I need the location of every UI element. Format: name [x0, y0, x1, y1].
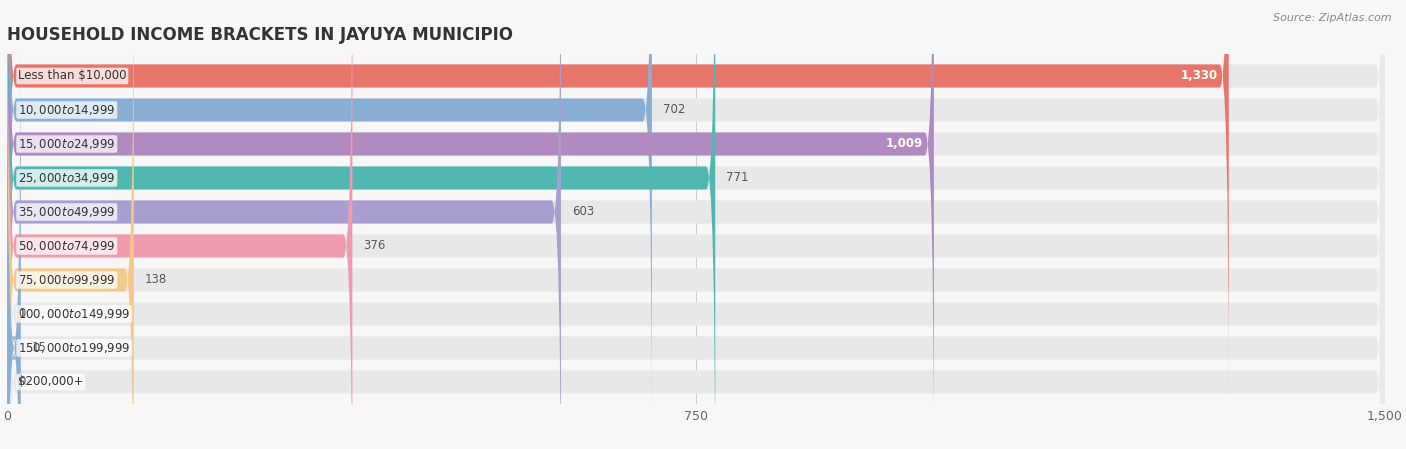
Text: 0: 0 — [18, 308, 25, 321]
FancyBboxPatch shape — [7, 0, 1385, 449]
FancyBboxPatch shape — [7, 0, 1385, 405]
Text: $200,000+: $200,000+ — [18, 375, 83, 388]
FancyBboxPatch shape — [7, 0, 1385, 449]
Text: 0: 0 — [18, 375, 25, 388]
Text: HOUSEHOLD INCOME BRACKETS IN JAYUYA MUNICIPIO: HOUSEHOLD INCOME BRACKETS IN JAYUYA MUNI… — [7, 26, 513, 44]
Text: $50,000 to $74,999: $50,000 to $74,999 — [18, 239, 115, 253]
FancyBboxPatch shape — [7, 0, 1385, 449]
Text: $15,000 to $24,999: $15,000 to $24,999 — [18, 137, 115, 151]
FancyBboxPatch shape — [7, 0, 561, 449]
FancyBboxPatch shape — [7, 0, 716, 449]
Text: 603: 603 — [572, 206, 595, 219]
Text: $10,000 to $14,999: $10,000 to $14,999 — [18, 103, 115, 117]
Text: $100,000 to $149,999: $100,000 to $149,999 — [18, 307, 131, 321]
FancyBboxPatch shape — [7, 0, 934, 449]
Text: 1,330: 1,330 — [1181, 70, 1218, 83]
FancyBboxPatch shape — [7, 0, 652, 438]
FancyBboxPatch shape — [7, 0, 353, 449]
Text: $35,000 to $49,999: $35,000 to $49,999 — [18, 205, 115, 219]
FancyBboxPatch shape — [7, 0, 1385, 449]
Text: $25,000 to $34,999: $25,000 to $34,999 — [18, 171, 115, 185]
FancyBboxPatch shape — [7, 0, 1385, 449]
Text: Source: ZipAtlas.com: Source: ZipAtlas.com — [1274, 13, 1392, 23]
Text: 702: 702 — [662, 103, 685, 116]
FancyBboxPatch shape — [7, 0, 1385, 438]
FancyBboxPatch shape — [7, 0, 1229, 405]
Text: 138: 138 — [145, 273, 167, 286]
Text: 376: 376 — [363, 239, 385, 252]
Text: 15: 15 — [32, 342, 46, 355]
Text: $150,000 to $199,999: $150,000 to $199,999 — [18, 341, 131, 355]
Text: 771: 771 — [727, 172, 749, 185]
FancyBboxPatch shape — [7, 0, 1385, 449]
Text: 1,009: 1,009 — [886, 137, 922, 150]
FancyBboxPatch shape — [7, 0, 134, 449]
FancyBboxPatch shape — [7, 20, 21, 449]
Text: Less than $10,000: Less than $10,000 — [18, 70, 127, 83]
FancyBboxPatch shape — [7, 20, 1385, 449]
FancyBboxPatch shape — [7, 53, 1385, 449]
Text: $75,000 to $99,999: $75,000 to $99,999 — [18, 273, 115, 287]
